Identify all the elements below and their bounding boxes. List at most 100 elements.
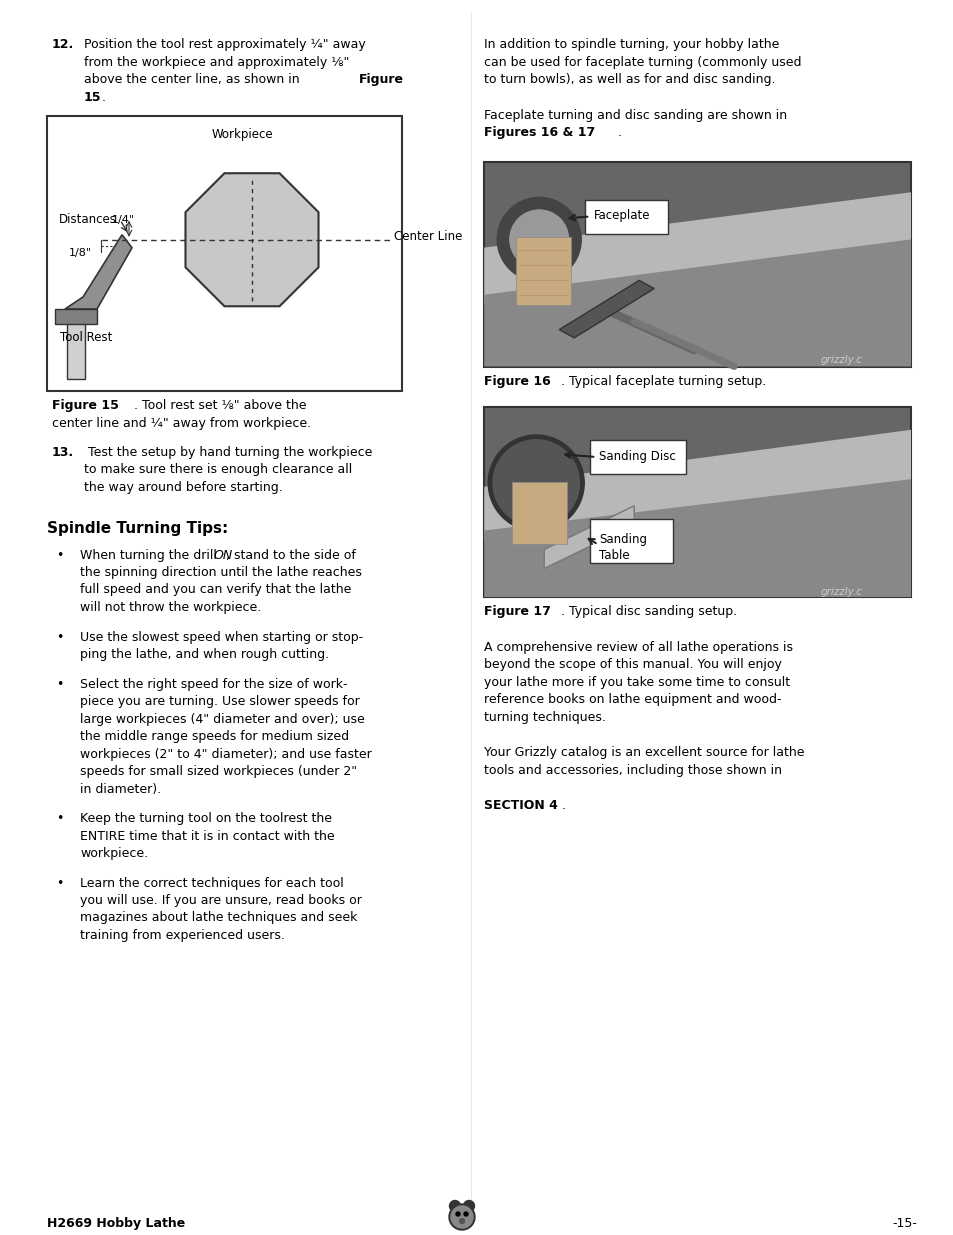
- FancyBboxPatch shape: [55, 309, 97, 324]
- Text: Tool Rest: Tool Rest: [60, 331, 112, 345]
- FancyBboxPatch shape: [590, 519, 673, 562]
- Text: Figure: Figure: [358, 73, 403, 86]
- Text: Figure 15: Figure 15: [52, 399, 119, 412]
- FancyBboxPatch shape: [584, 200, 667, 233]
- Text: piece you are turning. Use slower speeds for: piece you are turning. Use slower speeds…: [80, 695, 359, 708]
- FancyBboxPatch shape: [512, 482, 567, 543]
- Text: When turning the drill: When turning the drill: [80, 548, 221, 562]
- Text: •: •: [56, 631, 63, 643]
- Text: Workpiece: Workpiece: [211, 128, 273, 141]
- Text: turning techniques.: turning techniques.: [484, 710, 605, 724]
- Text: In addition to spindle turning, your hobby lathe: In addition to spindle turning, your hob…: [484, 38, 779, 51]
- Text: workpieces (2" to 4" diameter); and use faster: workpieces (2" to 4" diameter); and use …: [80, 747, 372, 761]
- Circle shape: [451, 1207, 473, 1228]
- Text: , stand to the side of: , stand to the side of: [226, 548, 355, 562]
- Circle shape: [456, 1212, 459, 1216]
- Text: in diameter).: in diameter).: [80, 783, 161, 795]
- Text: Test the setup by hand turning the workpiece: Test the setup by hand turning the workp…: [84, 446, 372, 459]
- Text: 13.: 13.: [52, 446, 74, 459]
- Text: Table: Table: [598, 548, 629, 562]
- Text: Center Line: Center Line: [394, 230, 462, 243]
- Text: H2669 Hobby Lathe: H2669 Hobby Lathe: [47, 1216, 185, 1230]
- Text: .: .: [560, 799, 564, 811]
- Text: above the center line, as shown in: above the center line, as shown in: [84, 73, 303, 86]
- Text: Use the slowest speed when starting or stop-: Use the slowest speed when starting or s…: [80, 631, 363, 643]
- Text: .: .: [617, 126, 620, 140]
- Polygon shape: [484, 193, 910, 305]
- Text: reference books on lathe equipment and wood-: reference books on lathe equipment and w…: [484, 693, 781, 706]
- Text: the way around before starting.: the way around before starting.: [84, 480, 282, 494]
- Text: you will use. If you are unsure, read books or: you will use. If you are unsure, read bo…: [80, 894, 361, 906]
- Text: .: .: [102, 90, 106, 104]
- Polygon shape: [484, 240, 910, 367]
- Text: Sanding: Sanding: [598, 532, 646, 546]
- FancyBboxPatch shape: [484, 162, 910, 367]
- Text: ping the lathe, and when rough cutting.: ping the lathe, and when rough cutting.: [80, 648, 329, 661]
- FancyBboxPatch shape: [516, 237, 571, 305]
- Text: •: •: [56, 811, 63, 825]
- FancyBboxPatch shape: [67, 314, 85, 379]
- Text: Your Grizzly catalog is an excellent source for lathe: Your Grizzly catalog is an excellent sou…: [484, 746, 804, 760]
- Polygon shape: [543, 506, 634, 568]
- Text: to make sure there is enough clearance all: to make sure there is enough clearance a…: [84, 463, 352, 477]
- Text: 1/8": 1/8": [69, 248, 92, 258]
- Text: Figure 16: Figure 16: [484, 374, 551, 388]
- Text: Figures 16 & 17: Figures 16 & 17: [484, 126, 595, 140]
- Text: training from experienced users.: training from experienced users.: [80, 929, 285, 942]
- Text: -15-: -15-: [891, 1216, 916, 1230]
- Polygon shape: [484, 479, 910, 597]
- Polygon shape: [185, 173, 318, 306]
- Text: . Typical disc sanding setup.: . Typical disc sanding setup.: [560, 605, 737, 618]
- Text: Faceplate: Faceplate: [594, 210, 650, 222]
- Text: Sanding Disc: Sanding Disc: [598, 450, 676, 463]
- Text: the middle range speeds for medium sized: the middle range speeds for medium sized: [80, 730, 349, 743]
- Text: Faceplate turning and disc sanding are shown in: Faceplate turning and disc sanding are s…: [484, 109, 786, 121]
- Text: •: •: [56, 548, 63, 562]
- Polygon shape: [484, 430, 910, 540]
- Text: from the workpiece and approximately ⅛": from the workpiece and approximately ⅛": [84, 56, 349, 68]
- Circle shape: [497, 198, 580, 282]
- Text: •: •: [56, 877, 63, 889]
- Text: SECTION 4: SECTION 4: [484, 799, 558, 811]
- Text: Distances: Distances: [59, 212, 117, 226]
- FancyBboxPatch shape: [484, 408, 910, 597]
- Text: tools and accessories, including those shown in: tools and accessories, including those s…: [484, 763, 781, 777]
- Text: . Tool rest set ⅛" above the: . Tool rest set ⅛" above the: [133, 399, 306, 412]
- Polygon shape: [65, 235, 132, 309]
- FancyBboxPatch shape: [47, 116, 401, 391]
- Circle shape: [449, 1200, 460, 1212]
- Circle shape: [463, 1200, 474, 1212]
- Text: to turn bowls), as well as for and disc sanding.: to turn bowls), as well as for and disc …: [484, 73, 775, 86]
- Text: 15: 15: [84, 90, 101, 104]
- Text: 1/4": 1/4": [112, 215, 135, 225]
- FancyBboxPatch shape: [590, 440, 685, 474]
- Circle shape: [488, 435, 583, 531]
- Text: Keep the turning tool on the toolrest the: Keep the turning tool on the toolrest th…: [80, 811, 332, 825]
- Text: center line and ¼" away from workpiece.: center line and ¼" away from workpiece.: [52, 416, 311, 430]
- Text: grizzly.c: grizzly.c: [821, 354, 862, 364]
- Text: Position the tool rest approximately ¼" away: Position the tool rest approximately ¼" …: [84, 38, 365, 51]
- Text: 12.: 12.: [52, 38, 74, 51]
- Circle shape: [463, 1212, 468, 1216]
- Text: magazines about lathe techniques and seek: magazines about lathe techniques and see…: [80, 911, 357, 925]
- Text: your lathe more if you take some time to consult: your lathe more if you take some time to…: [484, 676, 789, 688]
- Text: full speed and you can verify that the lathe: full speed and you can verify that the l…: [80, 583, 351, 597]
- Text: Select the right speed for the size of work-: Select the right speed for the size of w…: [80, 678, 347, 690]
- Text: workpiece.: workpiece.: [80, 847, 148, 860]
- Text: ON: ON: [213, 548, 233, 562]
- Text: can be used for faceplate turning (commonly used: can be used for faceplate turning (commo…: [484, 56, 801, 68]
- Circle shape: [449, 1204, 475, 1230]
- Text: will not throw the workpiece.: will not throw the workpiece.: [80, 601, 261, 614]
- Text: beyond the scope of this manual. You will enjoy: beyond the scope of this manual. You wil…: [484, 658, 781, 671]
- Polygon shape: [558, 280, 654, 338]
- Text: grizzly.c: grizzly.c: [821, 587, 862, 597]
- Text: Figure 17: Figure 17: [484, 605, 551, 618]
- Text: ENTIRE time that it is in contact with the: ENTIRE time that it is in contact with t…: [80, 830, 335, 842]
- Text: . Typical faceplate turning setup.: . Typical faceplate turning setup.: [560, 374, 765, 388]
- Text: the spinning direction until the lathe reaches: the spinning direction until the lathe r…: [80, 566, 361, 579]
- Circle shape: [459, 1219, 464, 1224]
- Text: Spindle Turning Tips:: Spindle Turning Tips:: [47, 520, 228, 536]
- Text: •: •: [56, 678, 63, 690]
- Circle shape: [509, 210, 568, 269]
- Text: speeds for small sized workpieces (under 2": speeds for small sized workpieces (under…: [80, 764, 356, 778]
